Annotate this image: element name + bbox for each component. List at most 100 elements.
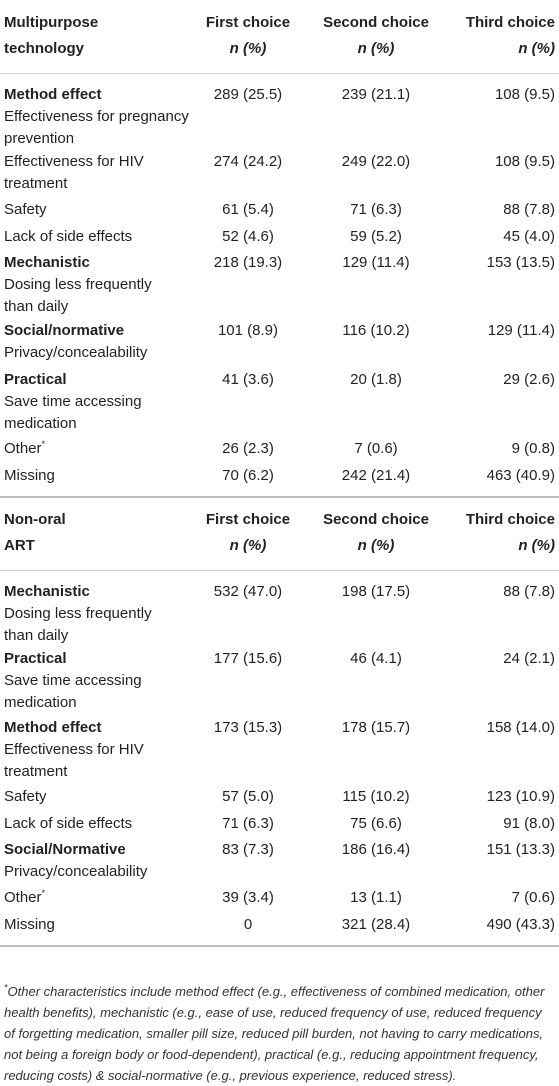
section1-header-divider [0,73,559,74]
table-row-group-label: Method effect [4,719,102,736]
table-cell: 289 (25.5) [213,86,283,103]
table-row-label: Safety [4,788,47,805]
section1-col3-sub: n (%) [518,40,555,57]
section-divider [0,496,559,498]
section2-col2-header: Second choice [323,511,429,528]
table-cell: 13 (1.1) [350,889,402,906]
table-row-label: Effectiveness for HIV treatment [4,153,144,192]
table-cell: 129 (11.4) [342,254,410,271]
section1-col1-sub: n (%) [229,40,267,57]
table-row-label: Dosing less frequently than daily [4,276,152,315]
table-cell: 45 (4.0) [503,228,555,245]
table-cell: 116 (10.2) [342,322,410,339]
table-cell: 274 (24.2) [213,153,283,170]
table-cell: 41 (3.6) [222,371,274,388]
table-cell: 158 (14.0) [486,719,555,736]
table-cell: 7 (0.6) [354,440,398,457]
table-cell: 88 (7.8) [503,201,555,218]
footnote-marker: * [41,439,46,449]
footnote-text: Other characteristics include method eff… [4,984,545,1083]
section1-col1-header: First choice [205,14,291,31]
table-cell: 101 (8.9) [217,322,279,339]
table-cell: 249 (22.0) [341,153,411,170]
table-row-label: Other* [4,439,46,458]
table-cell: 115 (10.2) [342,788,410,805]
table-row-label: Safety [4,201,47,218]
table-row-group-label: Mechanistic [4,583,90,600]
table-cell: 7 (0.6) [511,889,555,906]
table-cell: 463 (40.9) [486,467,555,484]
section1-col2-header: Second choice [323,14,429,31]
table-row-label: Privacy/concealability [4,863,148,880]
table-cell: 198 (17.5) [341,583,411,600]
section2-title-line1: Non-oral [4,511,66,528]
table-cell: 123 (10.9) [486,788,555,805]
table-cell: 29 (2.6) [503,371,555,388]
table-row-label: Privacy/concealability [4,344,148,361]
table-cell: 151 (13.3) [486,841,555,858]
table-row-group-label: Social/Normative [4,841,126,858]
table-cell: 186 (16.4) [341,841,411,858]
table-cell: 173 (15.3) [213,719,283,736]
table-row-label: Missing [4,467,55,484]
table-row-label: Lack of side effects [4,815,133,832]
table-row-group-label: Method effect [4,86,102,103]
table-cell: 239 (21.1) [341,86,411,103]
table-row-group-label: Social/normative [4,322,125,339]
table-cell: 61 (5.4) [222,201,274,218]
table-cell: 490 (43.3) [486,916,555,933]
table-cell: 75 (6.6) [350,815,402,832]
section1-title-line2: technology [4,40,85,57]
table-bottom-divider [0,945,559,947]
table-cell: 59 (5.2) [350,228,402,245]
table-cell: 88 (7.8) [503,583,555,600]
table-row-label: Effectiveness for HIV treatment [4,741,144,780]
table-cell: 20 (1.8) [350,371,402,388]
table-row-label: Other* [4,888,46,907]
table-cell: 242 (21.4) [341,467,411,484]
table-cell: 532 (47.0) [213,583,283,600]
table-cell: 0 [243,916,253,933]
table-cell: 71 (6.3) [222,815,274,832]
table-cell: 218 (19.3) [213,254,283,271]
table-cell: 71 (6.3) [350,201,402,218]
table-row-label: Save time accessing medication [4,393,142,432]
section2-title-line2: ART [4,537,35,554]
section2-col1-sub: n (%) [229,537,267,554]
table-row-label: Effectiveness for pregnancy prevention [4,108,189,147]
table-cell: 177 (15.6) [213,650,283,667]
section2-col1-header: First choice [205,511,291,528]
table-cell: 108 (9.5) [494,86,555,103]
section2-col3-sub: n (%) [518,537,555,554]
section2-col3-header: Third choice [465,511,555,528]
footnote-marker: * [4,982,8,993]
section2-header-divider [0,570,559,571]
table-cell: 46 (4.1) [350,650,402,667]
table-cell: 153 (13.5) [486,254,555,271]
table-cell: 57 (5.0) [222,788,274,805]
table-cell: 24 (2.1) [503,650,555,667]
table-cell: 108 (9.5) [494,153,555,170]
table-cell: 70 (6.2) [222,467,274,484]
section1-col3-header: Third choice [465,14,555,31]
table-row-label: Lack of side effects [4,228,133,245]
section1-title-line1: Multipurpose [4,14,99,31]
table-row-label: Save time accessing medication [4,672,142,711]
table-cell: 178 (15.7) [341,719,411,736]
table-row-group-label: Mechanistic [4,254,90,271]
table-row-label: Dosing less frequently than daily [4,605,152,644]
table-cell: 321 (28.4) [341,916,411,933]
table-row-group-label: Practical [4,371,67,388]
table-cell: 83 (7.3) [222,841,274,858]
section2-col2-sub: n (%) [357,537,395,554]
table-cell: 26 (2.3) [222,440,274,457]
table-cell: 52 (4.6) [222,228,274,245]
section1-col2-sub: n (%) [357,40,395,57]
table-cell: 129 (11.4) [487,322,555,339]
table-cell: 39 (3.4) [222,889,274,906]
table-cell: 9 (0.8) [511,440,555,457]
table-row-group-label: Practical [4,650,67,667]
footnote-marker: * [41,888,46,898]
table-row-label: Missing [4,916,55,933]
